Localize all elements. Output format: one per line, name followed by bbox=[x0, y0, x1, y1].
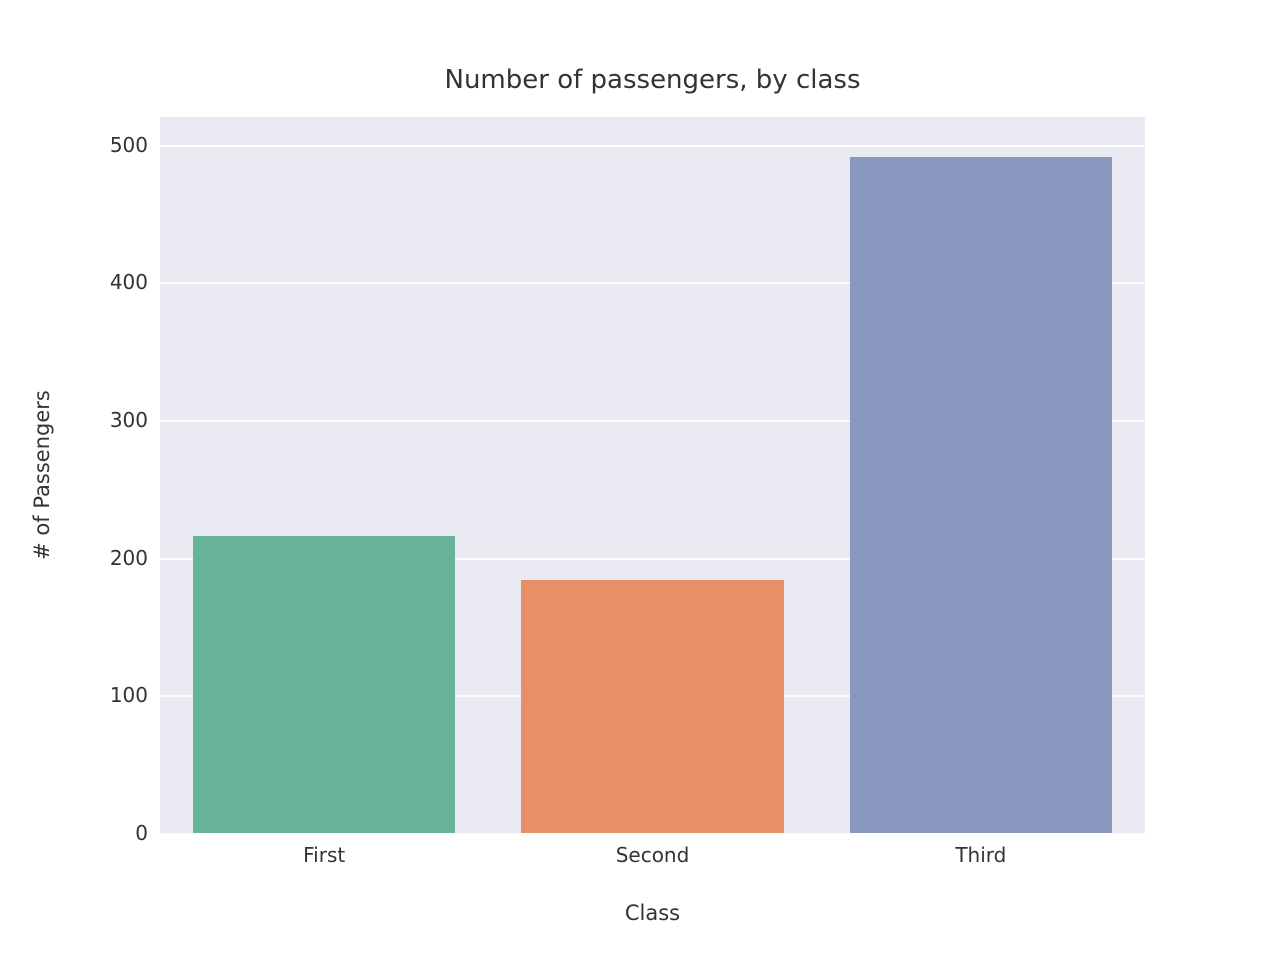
x-axis-label: Class bbox=[625, 901, 680, 925]
x-tick-label: First bbox=[303, 843, 345, 867]
chart-figure: Number of passengers, by class # of Pass… bbox=[0, 0, 1280, 960]
x-tick-label: Second bbox=[616, 843, 690, 867]
x-tick-label: Third bbox=[955, 843, 1006, 867]
gridline bbox=[160, 833, 1145, 835]
y-tick-label: 500 bbox=[68, 133, 148, 157]
bar-second bbox=[521, 580, 784, 833]
y-axis-label: # of Passengers bbox=[30, 390, 54, 560]
y-tick-label: 300 bbox=[68, 408, 148, 432]
bar-first bbox=[193, 536, 456, 833]
bar-third bbox=[850, 157, 1113, 833]
y-tick-label: 200 bbox=[68, 546, 148, 570]
chart-title: Number of passengers, by class bbox=[160, 65, 1145, 95]
gridline bbox=[160, 145, 1145, 147]
plot-area bbox=[160, 117, 1145, 833]
y-tick-label: 100 bbox=[68, 683, 148, 707]
y-tick-label: 0 bbox=[68, 821, 148, 845]
y-tick-label: 400 bbox=[68, 270, 148, 294]
